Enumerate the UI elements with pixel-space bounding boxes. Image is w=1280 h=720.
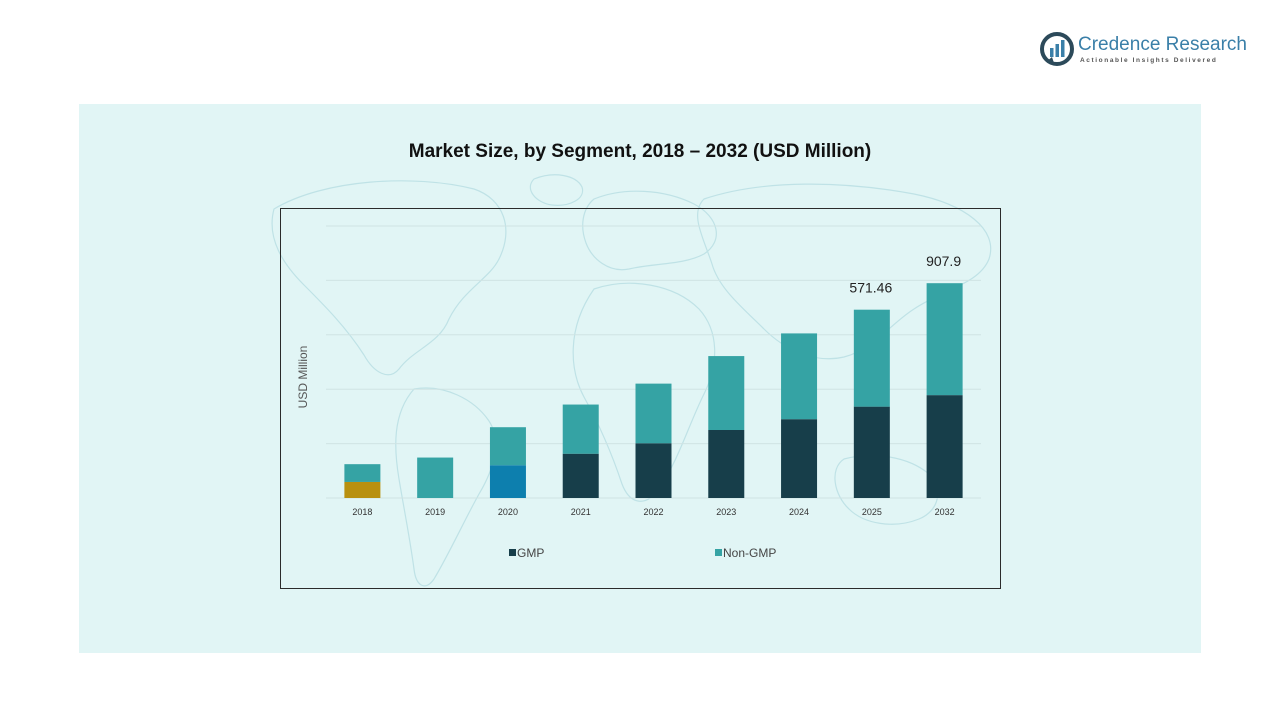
chart-title: Market Size, by Segment, 2018 – 2032 (US…	[408, 141, 872, 162]
x-tick-label-2024: 2024	[789, 507, 809, 517]
bar-non-gmp-2021	[562, 404, 599, 454]
bar-gmp-2022	[635, 443, 672, 498]
bar-non-gmp-2032	[926, 283, 963, 396]
brand-logo: Credence Research Actionable Insights De…	[1040, 30, 1260, 70]
x-tick-label-2023: 2023	[716, 507, 736, 517]
world-map-icon	[271, 174, 992, 587]
stacked-bar-chart: USD Million 2018 2019 2020 2021 2022 2023 2024 2…	[296, 225, 981, 560]
chart-panel: Market Size, by Segment, 2018 – 2032 (US…	[79, 104, 1201, 653]
bar-gmp-2023	[708, 430, 745, 498]
x-tick-label-2021: 2021	[571, 507, 591, 517]
bar-non-gmp-2020	[489, 427, 526, 466]
legend-label-non-gmp: Non-GMP	[723, 546, 776, 560]
brand-tagline: Actionable Insights Delivered	[1080, 57, 1218, 64]
x-tick-label-2020: 2020	[498, 507, 518, 517]
bar-non-gmp-2022	[635, 383, 672, 444]
bar-gmp-2024	[781, 419, 818, 498]
x-tick-label-2019: 2019	[425, 507, 445, 517]
data-label-2032: 907.9	[926, 253, 961, 269]
legend-label-gmp: GMP	[517, 546, 544, 560]
legend-swatch-non-gmp	[715, 549, 722, 556]
bar-gmp-2018	[344, 481, 381, 498]
bar-gmp-2032	[926, 395, 963, 498]
bar-non-gmp-2024	[781, 333, 818, 420]
bar-non-gmp-2018	[344, 464, 381, 482]
legend-swatch-gmp	[509, 549, 516, 556]
bar-non-gmp-2019	[417, 457, 454, 498]
x-tick-label-2032: 2032	[935, 507, 955, 517]
bar-gmp-2021	[562, 453, 599, 498]
x-tick-label-2022: 2022	[643, 507, 663, 517]
brand-name: Credence Research	[1078, 34, 1247, 55]
credence-logo-icon	[1040, 32, 1074, 66]
x-tick-label-2018: 2018	[352, 507, 372, 517]
y-axis-label: USD Million	[296, 346, 310, 409]
bar-gmp-2020	[489, 465, 526, 498]
bar-non-gmp-2023	[708, 356, 745, 430]
x-tick-label-2025: 2025	[862, 507, 882, 517]
chart-area: USD Million 2018 2019 2020 2021 2022 2023 2024 2…	[280, 208, 1001, 589]
bar-gmp-2025	[853, 406, 890, 498]
data-label-2025: 571.46	[849, 280, 892, 296]
bar-non-gmp-2025	[853, 309, 890, 407]
